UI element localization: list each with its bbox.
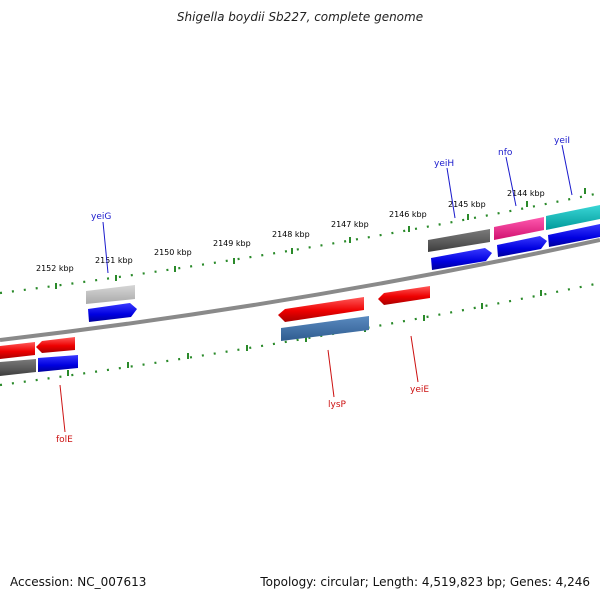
scale-label: 2147 kbp [331, 220, 369, 229]
gene-feature[interactable] [431, 248, 492, 270]
gene-feature[interactable] [428, 229, 490, 252]
gene-feature[interactable] [0, 342, 35, 359]
gene-feature[interactable] [494, 217, 544, 240]
gene-label-yeiE[interactable]: yeiE [410, 385, 429, 395]
gene-feature[interactable] [88, 303, 137, 322]
gene-label-lysP[interactable]: lysP [328, 400, 347, 410]
topology-text: Topology: circular; Length: 4,519,823 bp… [260, 575, 590, 589]
gene-feature[interactable] [497, 236, 547, 257]
gene-label-yeiH[interactable]: yeiH [434, 159, 454, 169]
gene-leader-line [505, 156, 517, 207]
gene-leader-line [102, 221, 109, 274]
gene-label-yeiI[interactable]: yeiI [554, 136, 570, 146]
accession-text: Accession: NC_007613 [10, 575, 147, 589]
genome-backbone [0, 238, 600, 342]
gene-leader-line [446, 167, 456, 219]
scale-track-upper [0, 191, 600, 295]
gene-feature[interactable] [38, 355, 78, 372]
scale-label: 2151 kbp [95, 256, 133, 265]
gene-leader-line [561, 144, 573, 196]
scale-label: 2145 kbp [448, 200, 486, 209]
gene-feature[interactable] [36, 337, 75, 353]
gene-feature[interactable] [378, 286, 430, 305]
gene-leader-line [59, 384, 66, 433]
scale-label: 2152 kbp [36, 264, 74, 273]
scale-label: 2144 kbp [507, 189, 545, 198]
scale-label: 2149 kbp [213, 239, 251, 248]
gene-feature[interactable] [86, 285, 135, 304]
scale-label: 2146 kbp [389, 210, 427, 219]
scale-ticks-upper [55, 188, 586, 289]
gene-feature[interactable] [278, 297, 364, 322]
gene-label-folE[interactable]: folE [56, 435, 73, 445]
gene-leader-line [410, 335, 419, 383]
gene-label-yeiG[interactable]: yeiG [91, 212, 111, 222]
gene-label-nfo[interactable]: nfo [498, 148, 513, 158]
gene-feature[interactable] [548, 224, 600, 247]
scale-label: 2150 kbp [154, 248, 192, 257]
scale-label: 2148 kbp [272, 230, 310, 239]
gene-leader-line [327, 349, 335, 398]
gene-feature[interactable] [546, 205, 600, 230]
gene-feature[interactable] [281, 316, 369, 341]
gene-feature[interactable] [0, 359, 36, 376]
scale-track-lower [0, 281, 600, 387]
genome-title: Shigella boydii Sb227, complete genome [176, 10, 424, 24]
